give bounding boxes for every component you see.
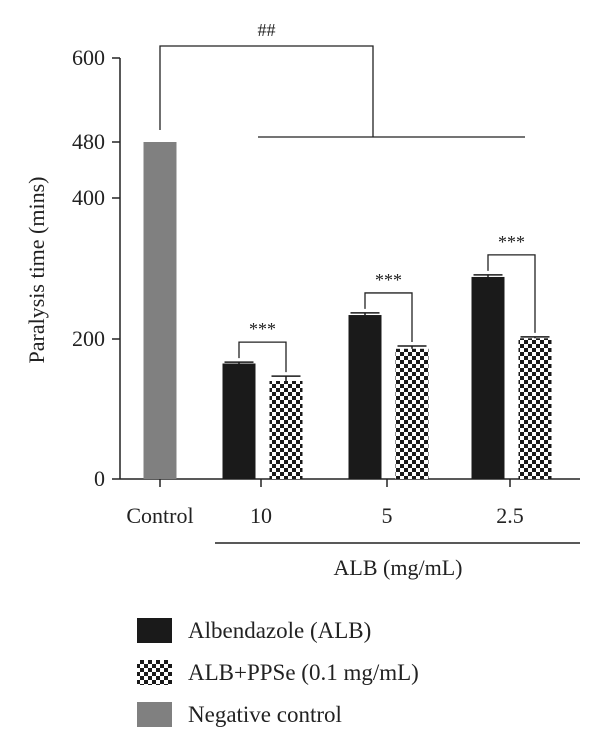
bar-alb-2_5 (471, 276, 505, 479)
legend-label-neg: Negative control (188, 702, 342, 727)
bar-alb-10 (222, 363, 256, 479)
y-tick-label: 200 (72, 326, 105, 351)
pairwise-bracket (487, 254, 536, 333)
pairwise-significance-label: *** (249, 319, 276, 339)
bar-alb-5 (348, 315, 382, 479)
bar-ppse-10 (269, 381, 303, 479)
y-tick-label: 0 (94, 466, 105, 491)
y-tick-label: 600 (72, 45, 105, 70)
y-tick-label: 480 (72, 129, 105, 154)
x-tick-labels: Control 10 5 2.5 (126, 479, 524, 528)
x-tick-label: 2.5 (496, 503, 524, 528)
legend-swatch-neg (137, 702, 172, 727)
bar-neg-Control (143, 142, 177, 479)
legend-label-ppse: ALB+PPSe (0.1 mg/mL) (188, 660, 419, 685)
legend-swatch-alb (137, 618, 172, 643)
error-bars (224, 274, 550, 381)
significance-brackets: *** *** *** ## (159, 20, 536, 373)
pairwise-significance-label: *** (375, 270, 402, 290)
pairwise-bracket (364, 292, 413, 342)
x-tick-label: 10 (250, 503, 272, 528)
bars (143, 142, 552, 479)
control-significance-label: ## (258, 20, 276, 40)
legend-label-alb: Albendazole (ALB) (188, 618, 371, 643)
control-bracket (159, 45, 374, 137)
pairwise-bracket (238, 341, 287, 373)
legend-swatch-ppse (137, 660, 172, 685)
y-tick-label: 400 (72, 185, 105, 210)
x-tick-label: Control (126, 503, 193, 528)
pairwise-significance-label: *** (498, 232, 525, 252)
y-axis-title: Paralysis time (mins) (24, 177, 49, 364)
bar-ppse-2_5 (518, 338, 552, 479)
y-ticks: 0 200 400 480 600 (72, 45, 120, 491)
legend: Albendazole (ALB) ALB+PPSe (0.1 mg/mL) Neg… (137, 618, 419, 727)
x-tick-label: 5 (382, 503, 393, 528)
x-axis-title: ALB (mg/mL) (334, 555, 463, 580)
bar-ppse-5 (395, 348, 429, 479)
